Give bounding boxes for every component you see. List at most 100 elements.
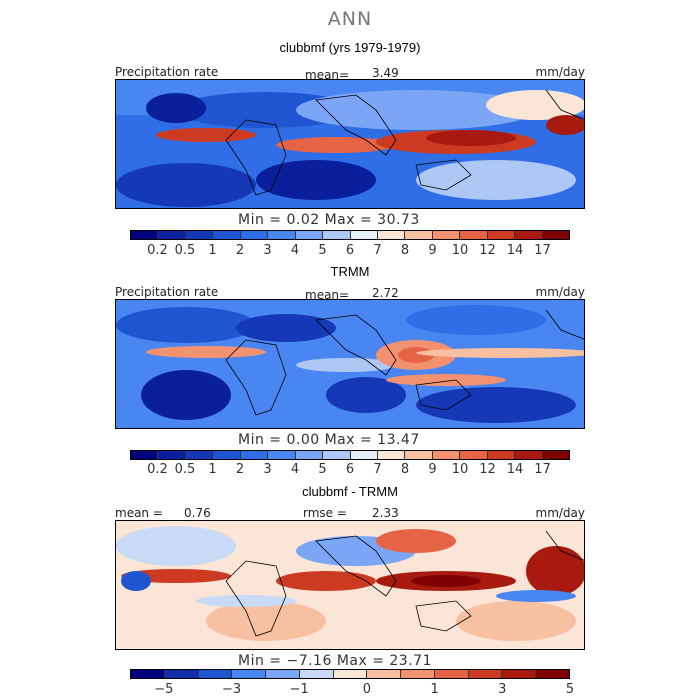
panel1-colorbar-tick-label: 0.5 [174, 243, 196, 258]
panel1-colorbar-swatch-7 [323, 231, 351, 239]
panel2-colorbar-tick-label: 0.2 [147, 462, 168, 477]
panel2-colorbar-swatch-8 [350, 451, 378, 459]
panel1-colorbar-tick-label: 3 [263, 243, 272, 258]
panel3-colorbar-swatch-7 [367, 670, 402, 678]
panel1-colorbar-swatch-2 [185, 231, 214, 239]
panel1-mean-label: mean= [305, 68, 350, 82]
panel1-colorbar-tick-label: 14 [506, 243, 524, 258]
panel1-mean-value: 3.49 [372, 66, 399, 80]
panel2-colorbar-tick-label: 6 [345, 462, 355, 477]
panel2-colorbar-swatch-6 [295, 451, 324, 459]
panel3-title: clubbmf - TRMM [302, 484, 398, 499]
panel1-colorbar-tick-label: 4 [290, 243, 300, 258]
panel2-colorbar-tick-label: 9 [428, 462, 437, 477]
panel1-colorbar-tick-label: 0.2 [147, 243, 168, 258]
panel2-colorbar-tick-label: 3 [263, 462, 272, 477]
panel3-colorbar-tick-label: −5 [154, 682, 174, 697]
panel3-colorbar-tick-label: −3 [221, 682, 242, 697]
panel3-mean-value: 0.76 [184, 506, 211, 520]
panel1-colorbar-tick-label: 1 [208, 243, 217, 258]
panel3-mean-label: mean = [115, 506, 163, 520]
panel3-colorbar-swatch-12 [536, 670, 569, 678]
panel3-map [115, 520, 585, 650]
panel3-colorbar-swatch-1 [164, 670, 199, 678]
panel2-colorbar-tick-label: 8 [400, 462, 410, 477]
panel2-colorbar-swatch-0 [131, 451, 159, 459]
panel2-colorbar-swatch-1 [158, 451, 186, 459]
panel2-title: TRMM [330, 264, 370, 279]
panel2-colorbar-swatch-9 [377, 451, 406, 459]
panel3-colorbar-swatch-2 [198, 670, 233, 678]
panel1-colorbar [130, 230, 570, 240]
panel2-colorbar-swatch-3 [213, 451, 241, 459]
panel2-colorbar-tick-label: 7 [373, 462, 382, 477]
panel2-colorbar-swatch-4 [240, 451, 269, 459]
panel1-colorbar-swatch-0 [131, 231, 159, 239]
panel1-minmax: Min = 0.02 Max = 30.73 [238, 212, 420, 228]
panel2-colorbar-tick-label: 0.5 [174, 462, 196, 477]
panel3-colorbar-tick-label: 3 [498, 682, 507, 697]
panel2-colorbar-swatch-10 [405, 451, 433, 459]
panel3-rmse-label: rmse = [303, 506, 347, 520]
panel1-colorbar-ticks: 0.2 0.5 1 2 3 4 5 6 7 8 9 10 12 14 17 [130, 243, 570, 258]
panel2-minmax: Min = 0.00 Max = 13.47 [238, 432, 420, 448]
panel1-colorbar-tick-label: 17 [534, 243, 551, 258]
panel1-colorbar-swatch-11 [432, 231, 461, 239]
panel1-colorbar-swatch-3 [213, 231, 241, 239]
panel2-colorbar-tick-label: 14 [506, 462, 524, 477]
panel3-colorbar-swatch-11 [502, 670, 537, 678]
panel1-colorbar-tick-label: 2 [235, 243, 245, 258]
panel3-colorbar-tick-label: −1 [289, 682, 309, 697]
panel2-colorbar-tick-label: 2 [235, 462, 245, 477]
panel2-units: mm/day [535, 285, 586, 299]
panel1-variable-label: Precipitation rate [115, 65, 219, 79]
panel2-field [116, 300, 584, 428]
panel2-colorbar-tick-label: 12 [479, 462, 496, 477]
panel3-colorbar-tick-label: 0 [362, 682, 372, 697]
panel2-mean-label: mean= [305, 288, 350, 302]
panel3-colorbar-swatch-9 [434, 670, 469, 678]
panel3-colorbar-swatch-5 [299, 670, 334, 678]
panel1-colorbar-swatch-15 [542, 231, 569, 239]
panel2-colorbar-swatch-13 [487, 451, 516, 459]
panel2-colorbar-swatch-5 [268, 451, 296, 459]
panel3-rmse-value: 2.33 [372, 506, 399, 520]
panel2-colorbar-tick-label: 5 [318, 462, 327, 477]
panel2-colorbar-swatch-12 [460, 451, 488, 459]
panel1-title: clubbmf (yrs 1979-1979) [279, 40, 421, 55]
panel2-variable-label: Precipitation rate [115, 285, 219, 299]
panel2-mean-value: 2.72 [372, 286, 399, 300]
panel3-field [116, 521, 584, 649]
panel3-colorbar-ticks: −5 −3 −1 0 1 3 5 [130, 682, 574, 697]
panel1-colorbar-swatch-14 [515, 231, 543, 239]
panel3-colorbar-tick-label: 5 [565, 682, 575, 697]
panel3-colorbar-swatch-0 [131, 670, 165, 678]
panel1-colorbar-tick-label: 10 [451, 243, 469, 258]
panel1-colorbar-tick-label: 7 [373, 243, 382, 258]
panel1-colorbar-swatch-9 [377, 231, 406, 239]
panel1-units: mm/day [535, 65, 586, 79]
panel2-colorbar-swatch-2 [185, 451, 214, 459]
panel2-map [115, 299, 585, 429]
figure-title: ANN [327, 8, 373, 30]
panel1-colorbar-swatch-13 [487, 231, 516, 239]
panel3-colorbar-swatch-3 [232, 670, 267, 678]
panel2-colorbar [130, 450, 570, 460]
panel1-map [115, 79, 585, 209]
panel2-colorbar-tick-label: 1 [208, 462, 217, 477]
panel1-colorbar-swatch-8 [350, 231, 378, 239]
panel2-colorbar-swatch-14 [515, 451, 543, 459]
panel1-colorbar-tick-label: 8 [400, 243, 410, 258]
panel3-colorbar-tick-label: 1 [430, 682, 439, 697]
panel1-colorbar-swatch-12 [460, 231, 488, 239]
panel3-units: mm/day [535, 506, 586, 520]
panel1-colorbar-swatch-5 [268, 231, 296, 239]
panel2-colorbar-swatch-7 [323, 451, 351, 459]
panel2-colorbar-tick-label: 17 [534, 462, 551, 477]
panel1-colorbar-tick-label: 9 [428, 243, 437, 258]
panel3-colorbar-swatch-6 [333, 670, 368, 678]
panel2-colorbar-ticks: 0.2 0.5 1 2 3 4 5 6 7 8 9 10 12 14 17 [130, 462, 570, 477]
panel3-colorbar-swatch-8 [401, 670, 435, 678]
panel1-colorbar-tick-label: 12 [479, 243, 496, 258]
panel1-colorbar-swatch-10 [405, 231, 433, 239]
